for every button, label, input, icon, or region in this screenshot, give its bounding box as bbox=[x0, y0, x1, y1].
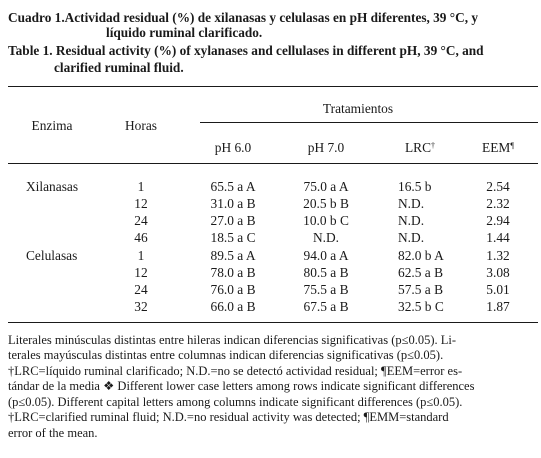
caption-en-line2: clarified ruminal fluid. bbox=[54, 60, 184, 75]
cell-lrc: N.D. bbox=[398, 196, 425, 211]
cell-hours: 12 bbox=[134, 196, 148, 211]
cell-eem: 2.94 bbox=[486, 213, 510, 228]
cell-hours: 1 bbox=[137, 179, 145, 194]
cell-lrc: 57.5 a B bbox=[398, 282, 444, 297]
header-lrc-mark: † bbox=[431, 141, 436, 150]
cell-hours: 24 bbox=[134, 282, 148, 297]
table-top-rule bbox=[8, 86, 538, 87]
cell-eem: 2.32 bbox=[486, 196, 510, 211]
cell-ph7: 75.5 a B bbox=[303, 282, 349, 297]
cell-hours: 1 bbox=[137, 248, 145, 263]
footnote-line2: terales mayúsculas distintas entre colum… bbox=[8, 348, 444, 362]
cell-lrc: 82.0 b A bbox=[398, 248, 444, 263]
cell-ph7: 67.5 a B bbox=[303, 299, 349, 314]
cell-ph7: 80.5 a B bbox=[303, 265, 349, 280]
cell-eem: 1.87 bbox=[486, 299, 510, 314]
cell-lrc: 32.5 b C bbox=[398, 299, 444, 314]
cell-eem: 1.44 bbox=[486, 230, 510, 245]
cell-ph7: 94.0 a A bbox=[303, 248, 349, 263]
cell-ph6: 76.0 a B bbox=[210, 282, 256, 297]
cell-ph6: 89.5 a A bbox=[210, 248, 256, 263]
cell-ph6: 78.0 a B bbox=[210, 265, 256, 280]
header-ph7: pH 7.0 bbox=[307, 140, 345, 155]
cell-ph6: 27.0 a B bbox=[210, 213, 256, 228]
caption-es-line1: Cuadro 1.Actividad residual (%) de xilan… bbox=[8, 10, 479, 25]
cell-hours: 46 bbox=[134, 230, 148, 245]
header-hours: Horas bbox=[125, 118, 157, 133]
footnote-line7: error of the mean. bbox=[8, 426, 98, 440]
header-tratamientos: Tratamientos bbox=[322, 101, 394, 116]
cell-ph6: 31.0 a B bbox=[210, 196, 256, 211]
cell-lrc: 62.5 a B bbox=[398, 265, 444, 280]
cell-eem: 1.32 bbox=[486, 248, 510, 263]
cell-hours: 24 bbox=[134, 213, 148, 228]
cell-ph6: 18.5 a C bbox=[210, 230, 256, 245]
header-enzyme: Enzima bbox=[31, 118, 73, 133]
caption-en-line1: Table 1. Residual activity (%) of xylana… bbox=[8, 43, 484, 58]
header-ph6: pH 6.0 bbox=[214, 140, 252, 155]
cell-lrc: N.D. bbox=[398, 213, 425, 228]
cell-ph7: 20.5 b B bbox=[303, 196, 349, 211]
footnote-line4: tándar de la media ❖ Different lower cas… bbox=[8, 379, 475, 393]
cell-ph6: 66.0 a B bbox=[210, 299, 256, 314]
cell-hours: 12 bbox=[134, 265, 148, 280]
cell-eem: 5.01 bbox=[486, 282, 510, 297]
cell-ph7: 75.0 a A bbox=[303, 179, 349, 194]
cell-ph7: N.D. bbox=[312, 230, 340, 245]
footnote-line3: †LRC=líquido ruminal clarificado; N.D.=n… bbox=[8, 364, 463, 378]
footnote-line1: Literales minúsculas distintas entre hil… bbox=[8, 333, 457, 347]
header-eem: EEM¶ bbox=[482, 140, 514, 155]
caption-es-line2: líquido ruminal clarificado. bbox=[106, 25, 263, 40]
cell-eem: 3.08 bbox=[486, 265, 510, 280]
header-bottom-rule bbox=[8, 163, 538, 164]
header-lrc-label: LRC bbox=[404, 140, 432, 155]
header-eem-mark: ¶ bbox=[510, 141, 514, 150]
footnote-line6: †LRC=clarified ruminal fluid; N.D.=no re… bbox=[8, 410, 449, 424]
cell-hours: 32 bbox=[134, 299, 148, 314]
header-eem-label: EEM bbox=[482, 140, 511, 155]
cell-ph6: 65.5 a A bbox=[210, 179, 256, 194]
cell-lrc: 16.5 b bbox=[398, 179, 432, 194]
group-enzyme-xilanasas: Xilanasas bbox=[26, 179, 79, 194]
cell-lrc: N.D. bbox=[398, 230, 425, 245]
cell-eem: 2.54 bbox=[486, 179, 510, 194]
footnote-line5: (p≤0.05). Different capital letters amon… bbox=[8, 395, 463, 409]
cell-ph7: 10.0 b C bbox=[303, 213, 349, 228]
header-group-rule bbox=[200, 122, 538, 123]
header-lrc: LRC† bbox=[405, 140, 435, 155]
group-enzyme-celulasas: Celulasas bbox=[26, 248, 78, 263]
table-bottom-rule bbox=[8, 322, 538, 323]
